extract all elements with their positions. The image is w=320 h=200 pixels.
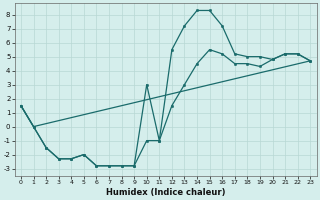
X-axis label: Humidex (Indice chaleur): Humidex (Indice chaleur) — [106, 188, 225, 197]
